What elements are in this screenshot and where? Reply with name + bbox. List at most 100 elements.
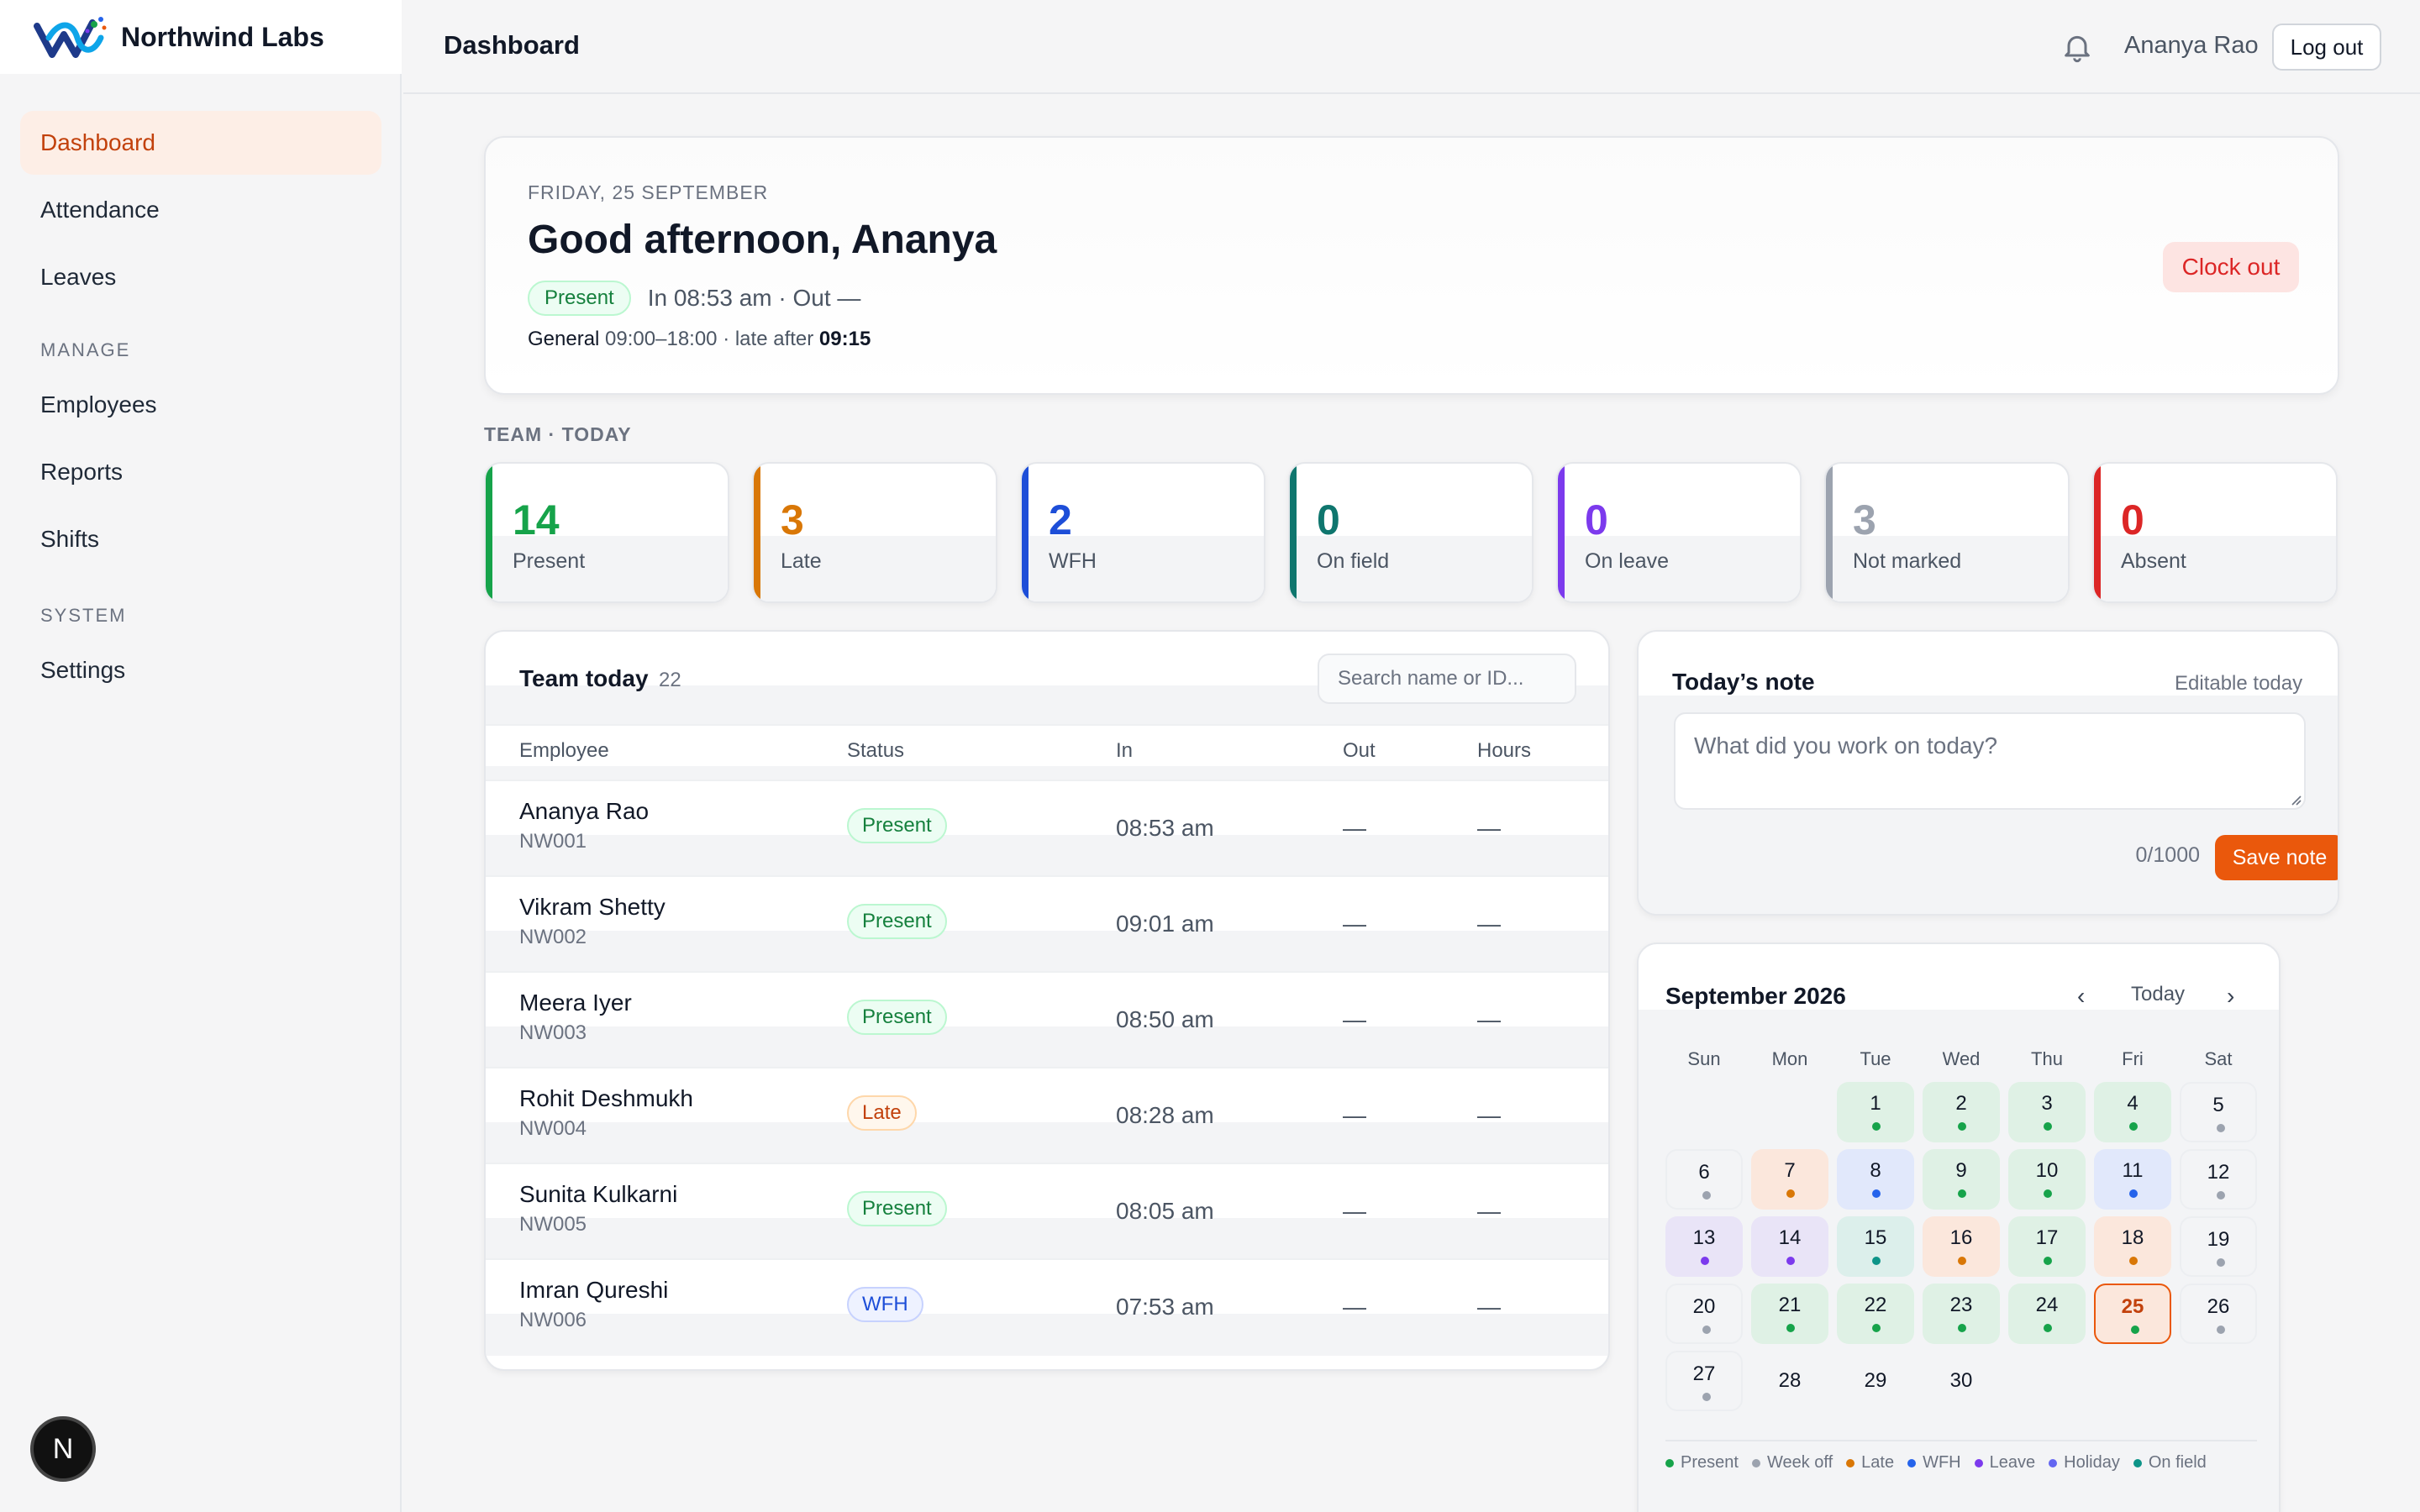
calendar-day[interactable]: 2: [1923, 1082, 2000, 1142]
calendar-day[interactable]: 3: [2008, 1082, 2086, 1142]
clock-out-time: —: [1343, 911, 1366, 937]
sidebar-item-shifts[interactable]: Shifts: [40, 526, 100, 552]
stat-card-on-leave[interactable]: 0 On leave: [1556, 462, 1802, 603]
stat-card-not-marked[interactable]: 3 Not marked: [1824, 462, 2070, 603]
legend-item: Leave: [1974, 1453, 2035, 1473]
stat-value: 3: [781, 496, 804, 543]
calendar-day[interactable]: 27: [1665, 1351, 1743, 1411]
calendar-day[interactable]: 11: [2094, 1149, 2171, 1210]
calendar-day[interactable]: 20: [1665, 1284, 1743, 1344]
save-note-button[interactable]: Save note: [2215, 835, 2338, 880]
column-header-status[interactable]: Status: [847, 739, 905, 762]
column-header-hours[interactable]: Hours: [1477, 739, 1532, 762]
table-row[interactable]: Imran Qureshi NW006 WFH 07:53 am — —: [486, 1258, 1608, 1356]
weekday-label: Tue: [1860, 1048, 1891, 1069]
calendar-day[interactable]: 28: [1751, 1351, 1828, 1411]
row-stripe: [486, 1026, 1608, 1068]
table-row[interactable]: Rohit Deshmukh NW004 Late 08:28 am — —: [486, 1067, 1608, 1164]
sidebar-item-employees[interactable]: Employees: [40, 391, 157, 417]
calendar-day[interactable]: 6: [1665, 1149, 1743, 1210]
calendar-day[interactable]: 18: [2094, 1216, 2171, 1277]
calendar-day[interactable]: 24: [2008, 1284, 2086, 1344]
day-number: 11: [2122, 1159, 2144, 1182]
calendar-day[interactable]: 16: [1923, 1216, 2000, 1277]
bell-icon[interactable]: [2060, 30, 2094, 64]
calendar-day[interactable]: 29: [1837, 1351, 1914, 1411]
stat-card-absent[interactable]: 0 Absent: [2092, 462, 2338, 603]
status-dot: [2044, 1189, 2052, 1198]
sidebar-item-settings[interactable]: Settings: [40, 657, 126, 683]
calendar-day[interactable]: 17: [2008, 1216, 2086, 1277]
today-button[interactable]: Today: [2131, 983, 2186, 1005]
calendar-day[interactable]: 23: [1923, 1284, 2000, 1344]
stat-label: Absent: [2121, 549, 2186, 573]
calendar-day[interactable]: 7: [1751, 1149, 1828, 1210]
row-stripe: [486, 835, 1608, 877]
column-header-out[interactable]: Out: [1343, 739, 1376, 762]
sidebar-item-attendance[interactable]: Attendance: [40, 197, 160, 223]
status-dot: [2129, 1189, 2138, 1198]
calendar-day[interactable]: 12: [2180, 1149, 2257, 1210]
day-number: 21: [1778, 1294, 1802, 1316]
previous-month-button[interactable]: ‹: [2077, 983, 2086, 1009]
calendar-day[interactable]: 8: [1837, 1149, 1914, 1210]
table-row[interactable]: Ananya Rao NW001 Present 08:53 am — —: [486, 780, 1608, 877]
sidebar-item-dashboard[interactable]: Dashboard: [20, 111, 381, 175]
stat-card-on-field[interactable]: 0 On field: [1288, 462, 1534, 603]
stat-accent-bar: [2094, 464, 2101, 601]
shift-name: General: [528, 328, 600, 350]
stat-card-wfh[interactable]: 2 WFH: [1020, 462, 1265, 603]
logout-button[interactable]: Log out: [2272, 24, 2381, 71]
user-name[interactable]: Ananya Rao: [2124, 32, 2259, 59]
stat-accent-bar: [1558, 464, 1565, 601]
status-badge: Present: [528, 281, 631, 316]
sidebar-item-leaves[interactable]: Leaves: [40, 264, 117, 290]
table-row[interactable]: Vikram Shetty NW002 Present 09:01 am — —: [486, 875, 1608, 973]
calendar-day[interactable]: 30: [1923, 1351, 2000, 1411]
calendar-day[interactable]: 26: [2180, 1284, 2257, 1344]
employee-id: NW003: [519, 1021, 587, 1044]
legend-label: Present: [1681, 1453, 1739, 1472]
calendar-day[interactable]: 25: [2094, 1284, 2171, 1344]
in-out-times: In 08:53 am · Out —: [647, 285, 861, 311]
status-badge: Present: [847, 1000, 947, 1035]
calendar-day[interactable]: 21: [1751, 1284, 1828, 1344]
calendar-day[interactable]: 1: [1837, 1082, 1914, 1142]
calendar-day[interactable]: 9: [1923, 1149, 2000, 1210]
calendar-day[interactable]: 4: [2094, 1082, 2171, 1142]
day-number: 5: [2212, 1094, 2224, 1116]
next-month-button[interactable]: ›: [2227, 983, 2235, 1009]
sidebar-item-reports[interactable]: Reports: [40, 459, 124, 485]
note-textarea[interactable]: [1674, 712, 2306, 810]
day-number: 17: [2035, 1226, 2059, 1249]
day-number: 30: [1949, 1369, 1973, 1392]
note-hint: Editable today: [2175, 672, 2303, 695]
calendar-day[interactable]: 10: [2008, 1149, 2086, 1210]
employee-name: Sunita Kulkarni: [519, 1181, 678, 1207]
calendar-day[interactable]: 19: [2180, 1216, 2257, 1277]
status-dot: [2129, 1122, 2138, 1131]
legend-dot: [1974, 1458, 1983, 1467]
shift-info: General 09:00–18:00 · late after 09:15: [528, 328, 871, 351]
column-header-in[interactable]: In: [1116, 739, 1134, 762]
stat-accent-bar: [486, 464, 492, 601]
brand[interactable]: Northwind Labs: [0, 0, 402, 74]
sidebar: Northwind Labs Dashboard Attendance Leav…: [0, 0, 402, 1512]
team-table-title: Team today: [519, 665, 649, 691]
sidebar-nav: Dashboard Attendance Leaves MANAGE Emplo…: [20, 111, 381, 706]
calendar-day[interactable]: 13: [1665, 1216, 1743, 1277]
stat-value: 14: [513, 496, 560, 543]
clock-out-button[interactable]: Clock out: [2163, 242, 2299, 292]
stat-card-late[interactable]: 3 Late: [752, 462, 997, 603]
column-header-employee[interactable]: Employee: [519, 739, 609, 762]
calendar-day[interactable]: 15: [1837, 1216, 1914, 1277]
calendar-day[interactable]: 5: [2180, 1082, 2257, 1142]
table-row[interactable]: Meera Iyer NW003 Present 08:50 am — —: [486, 971, 1608, 1068]
calendar-day[interactable]: 22: [1837, 1284, 1914, 1344]
resize-handle-icon[interactable]: [2289, 793, 2302, 806]
calendar-day[interactable]: 14: [1751, 1216, 1828, 1277]
dev-tools-badge[interactable]: N: [30, 1416, 96, 1482]
search-input[interactable]: [1318, 654, 1576, 704]
stat-card-present[interactable]: 14 Present: [484, 462, 729, 603]
table-row[interactable]: Sunita Kulkarni NW005 Present 08:05 am —…: [486, 1163, 1608, 1260]
